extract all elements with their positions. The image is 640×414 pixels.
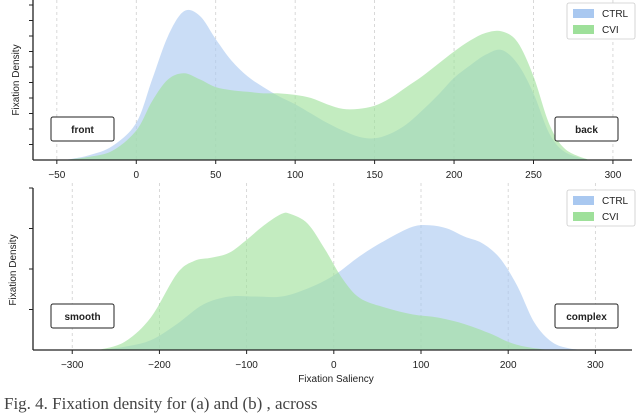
annotation-label: back	[575, 125, 598, 136]
x-tick-label: 300	[605, 170, 622, 181]
x-tick-label: 200	[446, 170, 463, 181]
x-tick-label: −100	[235, 360, 258, 371]
panel-b-y-ticks	[29, 187, 33, 310]
x-tick-label: 200	[500, 360, 517, 371]
x-tick-label: 50	[210, 170, 222, 181]
annotation-label: front	[71, 125, 94, 136]
legend-swatch	[573, 212, 594, 221]
x-tick-label: 100	[413, 360, 430, 371]
annotation-box: back	[554, 116, 619, 142]
x-tick-label: 0	[331, 360, 337, 371]
legend: CTRL CVI	[566, 2, 636, 40]
panel-b-x-axis-label: Fixation Saliency	[298, 374, 374, 385]
legend-label: CVI	[602, 212, 619, 223]
density-area-cvi	[98, 212, 578, 351]
legend-swatch	[573, 9, 594, 18]
x-tick-label: 250	[525, 170, 542, 181]
legend-label: CVI	[602, 25, 619, 36]
density-area-cvi	[64, 30, 590, 160]
x-tick-label: −200	[148, 360, 171, 371]
legend-swatch	[573, 196, 594, 205]
legend-swatch	[573, 25, 594, 34]
panel-a: −50 0 50 100 150 200 250 300 Fixation Density f…	[11, 0, 636, 181]
panel-b: −300 −200 −100 0 100 200 300 Fixation Density …	[8, 183, 636, 385]
panel-b-areas	[98, 212, 587, 351]
annotation-box: smooth	[50, 303, 115, 329]
annotation-box: front	[50, 116, 115, 142]
panel-a-axes	[32, 0, 632, 161]
panel-a-y-axis-label: Fixation Density	[11, 44, 22, 115]
x-tick-label: 0	[133, 170, 139, 181]
legend: CTRL CVI	[566, 189, 636, 227]
x-tick-label: −300	[61, 360, 84, 371]
annotation-box: complex	[554, 303, 619, 329]
legend-label: CTRL	[602, 196, 629, 207]
figure-caption: Fig. 4. Fixation density for (a) and (b)…	[4, 394, 318, 413]
panel-a-areas	[64, 9, 590, 161]
x-tick-label: 100	[287, 170, 304, 181]
x-tick-label: −50	[48, 170, 65, 181]
legend-label: CTRL	[602, 9, 629, 20]
annotation-label: smooth	[64, 312, 100, 323]
panel-b-y-axis-label: Fixation Density	[8, 234, 19, 305]
x-tick-label: 150	[366, 170, 383, 181]
panel-b-x-ticks: −300 −200 −100 0 100 200 300	[61, 350, 604, 371]
panel-a-x-ticks: −50 0 50 100 150 200 250 300	[48, 160, 622, 181]
x-tick-label: 300	[587, 360, 604, 371]
panel-a-y-ticks	[29, 4, 33, 145]
annotation-label: complex	[566, 312, 607, 323]
